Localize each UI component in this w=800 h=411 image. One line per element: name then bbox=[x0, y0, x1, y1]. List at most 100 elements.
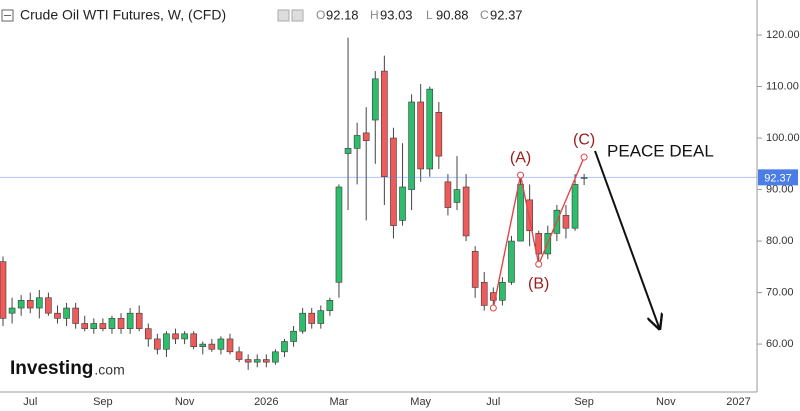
candle-body bbox=[417, 101, 424, 170]
y-tick-label: 60.00 bbox=[766, 338, 794, 350]
y-tick-label: 90.00 bbox=[766, 183, 794, 195]
candle-body bbox=[480, 281, 488, 306]
settings-icon[interactable] bbox=[277, 9, 290, 22]
y-tick-label: 110.00 bbox=[766, 80, 799, 92]
ohlc-label: H bbox=[370, 8, 379, 22]
ohlc-label: O bbox=[316, 8, 325, 22]
candle-body bbox=[244, 359, 252, 363]
candle-body bbox=[344, 148, 352, 154]
candle-body bbox=[444, 181, 452, 208]
candle-body bbox=[0, 261, 7, 319]
candle-body bbox=[381, 70, 388, 177]
x-tick-label: Jul bbox=[23, 396, 37, 408]
x-tick-label: 2027 bbox=[726, 396, 750, 408]
candle-body bbox=[163, 333, 170, 350]
zigzag-point bbox=[580, 153, 588, 161]
ohlc-label: C bbox=[480, 8, 489, 22]
candle-body bbox=[462, 186, 470, 237]
candle-body bbox=[226, 338, 234, 353]
ohlc-label: L bbox=[426, 8, 433, 22]
candle-body bbox=[172, 333, 179, 340]
candle-body bbox=[99, 323, 107, 329]
zigzag-point bbox=[535, 260, 543, 268]
candle-body bbox=[471, 251, 479, 288]
candle-body bbox=[63, 307, 70, 319]
price-tag-label: 92.37 bbox=[764, 172, 792, 184]
x-tick-label: Jul bbox=[486, 396, 500, 408]
candle-body bbox=[281, 341, 288, 353]
ohlc-value: 92.37 bbox=[490, 7, 523, 22]
candle-body bbox=[272, 351, 279, 363]
candle-body bbox=[72, 307, 79, 324]
candle-body bbox=[263, 359, 270, 363]
candle-body bbox=[499, 281, 506, 301]
x-tick-label: Nov bbox=[175, 396, 195, 408]
zigzag-label: (C) bbox=[573, 131, 595, 148]
candle-body bbox=[508, 240, 515, 283]
y-tick-label: 100.00 bbox=[766, 132, 800, 144]
y-tick-label: 120.00 bbox=[766, 29, 800, 41]
x-tick-label: Sep bbox=[93, 396, 113, 408]
candle-body bbox=[154, 338, 161, 350]
candle-body bbox=[353, 135, 361, 149]
candle-body bbox=[390, 137, 397, 226]
candle-body bbox=[299, 312, 306, 332]
arrow-label: PEACE DEAL bbox=[607, 141, 714, 160]
candle-body bbox=[54, 312, 61, 319]
watermark-suffix: .com bbox=[94, 362, 124, 378]
y-tick-label: 80.00 bbox=[766, 235, 794, 247]
candle-body bbox=[8, 307, 16, 314]
candle-body bbox=[36, 297, 43, 309]
candle-body bbox=[26, 300, 34, 309]
candle-body bbox=[190, 333, 197, 347]
candle-body bbox=[308, 312, 316, 324]
candle-body bbox=[208, 343, 216, 350]
candle-body bbox=[199, 343, 207, 347]
x-tick-label: 2026 bbox=[254, 396, 278, 408]
candle-body bbox=[45, 297, 52, 314]
x-tick-label: Nov bbox=[656, 396, 676, 408]
candle-body bbox=[435, 111, 443, 157]
candle-body bbox=[181, 333, 188, 340]
candle-body bbox=[408, 101, 415, 190]
candle-body bbox=[117, 318, 125, 329]
candle-body bbox=[362, 132, 370, 141]
candle-body bbox=[426, 88, 434, 170]
candle-body bbox=[253, 359, 261, 363]
y-tick-label: 70.00 bbox=[766, 286, 794, 298]
candle-body bbox=[217, 338, 225, 350]
chart-title: Crude Oil WTI Futures, W, (CFD) bbox=[20, 7, 226, 23]
price-tag bbox=[758, 169, 798, 186]
zigzag-point bbox=[489, 304, 497, 312]
candle-body bbox=[562, 215, 570, 229]
candle-body bbox=[371, 78, 379, 121]
x-tick-label: May bbox=[410, 396, 431, 408]
x-tick-label: Mar bbox=[329, 396, 348, 408]
candle-body bbox=[335, 186, 343, 283]
zigzag-label: (A) bbox=[510, 149, 531, 166]
candle-body bbox=[290, 330, 297, 342]
candle-body bbox=[399, 186, 406, 221]
candle-body bbox=[135, 312, 143, 329]
candle-body bbox=[81, 323, 89, 329]
ohlc-value: 90.88 bbox=[436, 7, 469, 22]
ohlc-value: 92.18 bbox=[326, 7, 359, 22]
candle-body bbox=[526, 199, 533, 232]
candle-body bbox=[317, 310, 325, 324]
candle-body bbox=[571, 184, 579, 229]
candle-body bbox=[17, 300, 25, 309]
zigzag-label: (B) bbox=[528, 275, 549, 292]
candle-body bbox=[235, 351, 243, 360]
collapse-icon[interactable] bbox=[1, 9, 14, 22]
candle-body bbox=[144, 328, 152, 340]
arrow bbox=[594, 150, 659, 329]
candle-body bbox=[517, 184, 524, 242]
candle-body bbox=[90, 323, 98, 329]
ohlc-value: 93.03 bbox=[380, 7, 413, 22]
x-tick-label: Sep bbox=[574, 396, 594, 408]
watermark: Investing bbox=[10, 358, 93, 379]
candle-body bbox=[580, 177, 588, 179]
settings-icon[interactable] bbox=[291, 9, 304, 22]
candle-body bbox=[126, 312, 134, 329]
